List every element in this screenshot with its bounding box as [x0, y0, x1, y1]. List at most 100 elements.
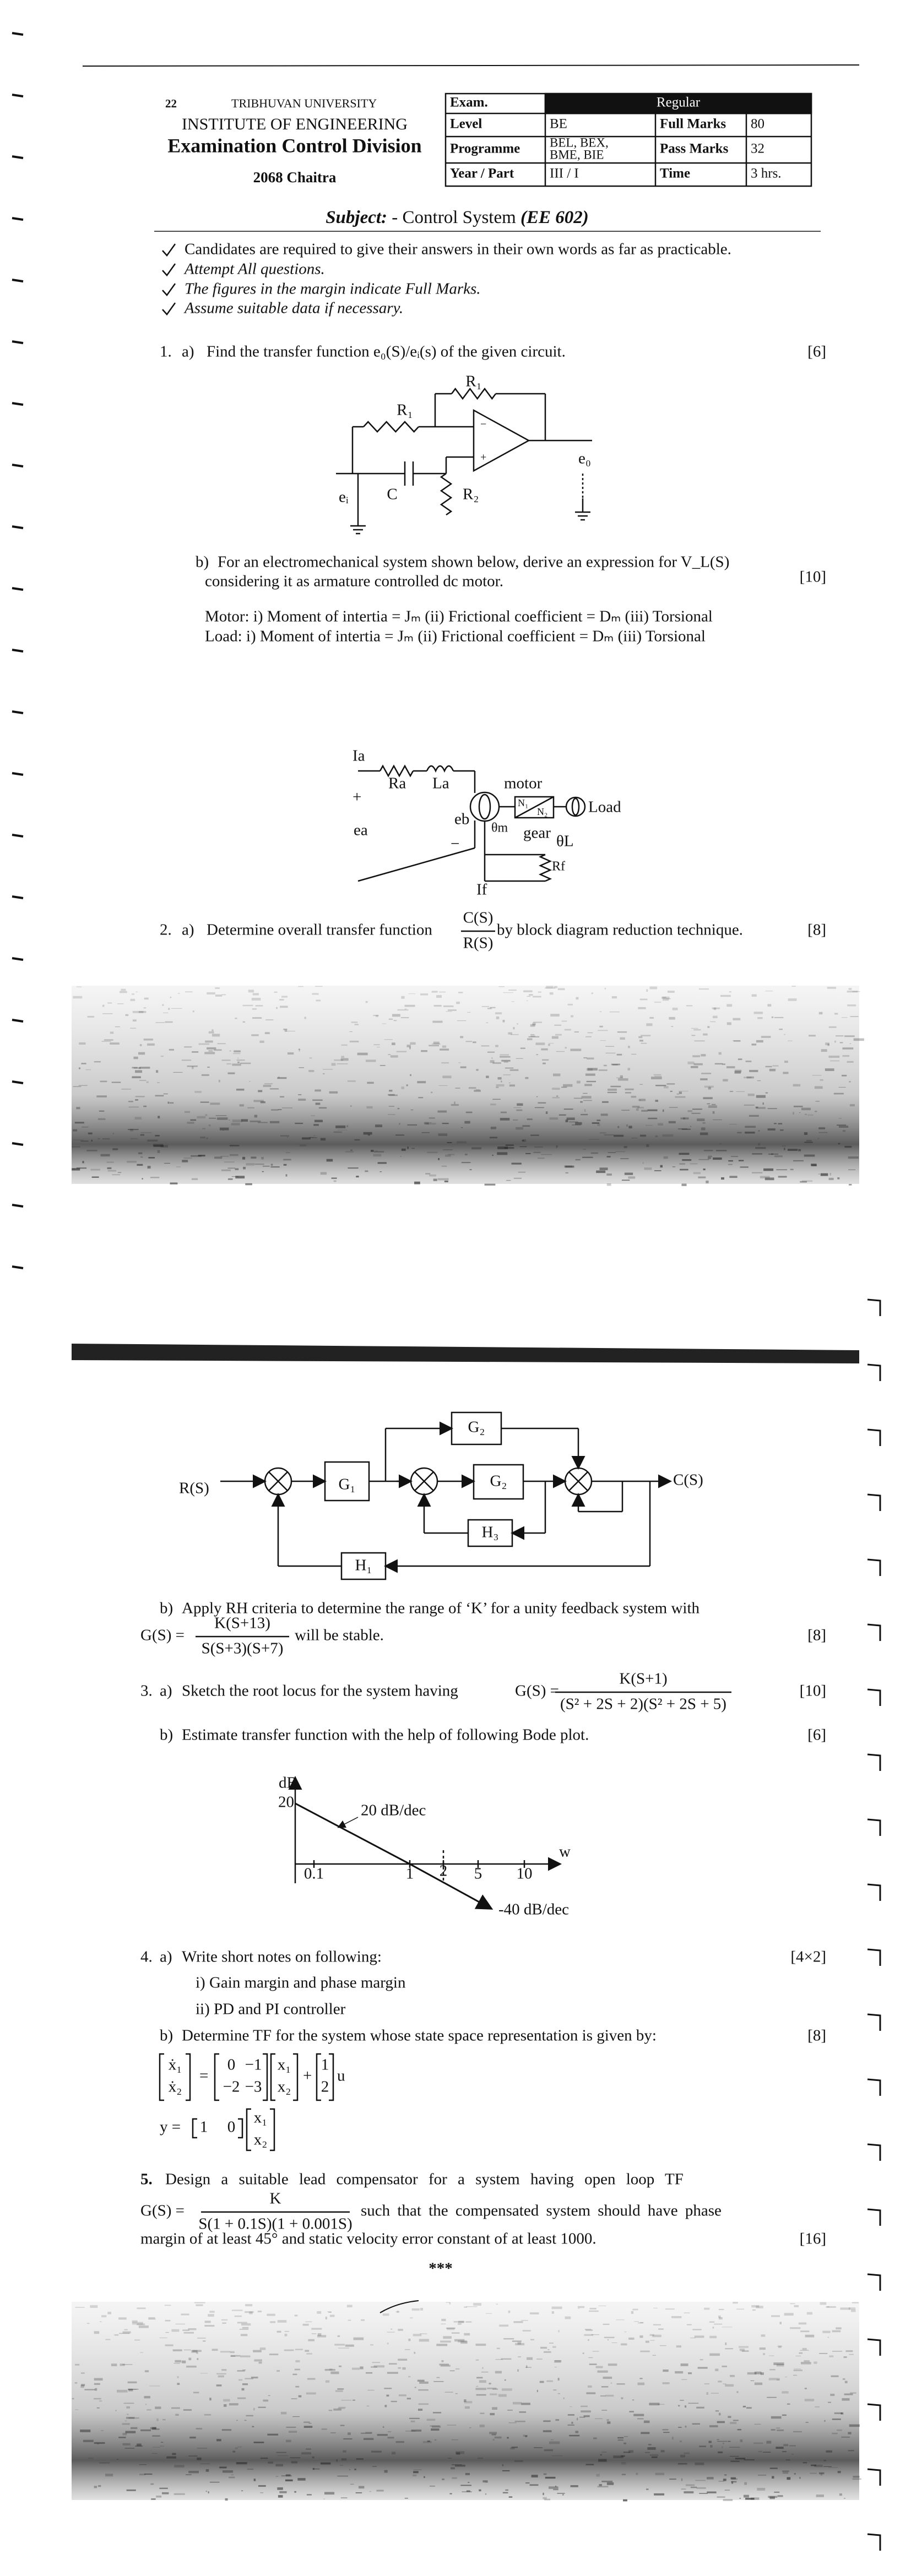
scan-speck [338, 2408, 345, 2409]
scan-speck [767, 1128, 776, 1131]
scan-speck [270, 2321, 276, 2323]
scan-speck [183, 1157, 192, 1159]
bode-tick-label: 10 [517, 1865, 533, 1883]
scan-speck [177, 2383, 180, 2385]
part-label: a) [182, 921, 194, 939]
matrix-bracket [270, 2108, 275, 2151]
scan-speck [712, 1111, 715, 1114]
scan-speck [207, 992, 215, 994]
scan-speck [703, 1097, 713, 1100]
matrix-entry: 1 [321, 2056, 329, 2074]
scan-speck [685, 2425, 687, 2428]
scan-speck [740, 2439, 743, 2442]
scan-speck [132, 993, 135, 995]
scan-speck [511, 1001, 514, 1002]
scan-speck [495, 1045, 498, 1047]
scan-speck [223, 1130, 224, 1131]
scan-speck [443, 1149, 453, 1150]
scan-speck [124, 2329, 128, 2330]
marks: [8] [807, 921, 826, 939]
scan-speck [183, 2409, 192, 2411]
circuit-label: e₀ [578, 450, 591, 468]
scan-speck [655, 1100, 658, 1102]
scan-speck [299, 1144, 307, 1146]
motor-label: Rf [552, 860, 565, 874]
table-cell: 32 [751, 142, 764, 156]
scan-speck [414, 2351, 416, 2354]
scan-speck [841, 2436, 850, 2438]
subject-name: - Control System [387, 208, 520, 227]
scan-speck [127, 2389, 137, 2390]
scan-speck [104, 1039, 113, 1041]
scan-speck [513, 1107, 522, 1108]
scan-speck [527, 2357, 533, 2360]
scan-speck [756, 1107, 766, 1109]
scan-speck [726, 1066, 735, 1068]
scan-speck [771, 2429, 776, 2431]
scan-speck [793, 1084, 801, 1087]
scan-speck [692, 2423, 700, 2425]
scan-speck [575, 1122, 582, 1125]
scan-speck [193, 2392, 199, 2394]
scan-speck [404, 1004, 415, 1007]
scan-speck [94, 2331, 100, 2334]
scan-speck [115, 2410, 117, 2411]
scan-speck [545, 1111, 548, 1114]
scan-speck [365, 1001, 368, 1003]
scan-speck [422, 2441, 432, 2443]
scan-speck [485, 2313, 492, 2314]
scan-speck [267, 2313, 275, 2316]
scan-speck [269, 2354, 279, 2356]
scan-speck [730, 2422, 737, 2425]
load-face [571, 797, 580, 816]
scan-speck [663, 2370, 669, 2372]
scan-speck [561, 1086, 567, 1088]
scan-speck [653, 1074, 661, 1075]
matrix-entry: −2 [223, 2078, 240, 2096]
scan-speck [626, 1124, 628, 1127]
scan-speck [169, 1102, 174, 1104]
scan-speck [257, 2311, 262, 2313]
scan-speck [139, 2474, 146, 2476]
scan-speck [847, 991, 858, 993]
scan-speck [701, 1054, 706, 1057]
scan-speck [499, 2324, 509, 2327]
scan-speck [90, 2305, 98, 2308]
scan-speck [708, 2441, 712, 2443]
scan-speck [212, 1029, 214, 1031]
scan-speck [192, 1051, 199, 1053]
scan-speck [76, 1167, 87, 1169]
scan-speck [371, 2366, 377, 2368]
scan-speck [436, 2377, 440, 2378]
scan-speck [537, 1157, 545, 1159]
scan-speck [606, 2482, 614, 2485]
block-label: G₁ [338, 1476, 355, 1493]
scan-speck [192, 1010, 194, 1013]
scan-speck [717, 2496, 725, 2498]
margin-mark [12, 957, 24, 961]
scan-speck [588, 2357, 593, 2358]
circuit-label: eᵢ [339, 488, 349, 506]
scan-speck [525, 1077, 529, 1079]
scan-speck [641, 1110, 648, 1112]
scan-speck [811, 1164, 817, 1166]
scan-speck [156, 2495, 162, 2498]
scan-speck [464, 2401, 473, 2404]
scan-speck [611, 1063, 620, 1066]
scan-speck [492, 1099, 501, 1100]
scan-speck [278, 1076, 280, 1079]
scan-speck [444, 1180, 448, 1183]
resistor [538, 854, 552, 882]
scan-speck [265, 1019, 274, 1020]
scan-speck [253, 1100, 264, 1102]
scan-speck [402, 2367, 406, 2370]
scan-speck [849, 1081, 851, 1083]
scan-speck [390, 1055, 398, 1058]
scan-speck [554, 1024, 562, 1026]
scan-speck [442, 1075, 452, 1079]
scan-speck [479, 2425, 485, 2427]
scan-speck [433, 1004, 442, 1007]
motor-label: N₂ [537, 806, 547, 817]
scan-speck [411, 1148, 415, 1149]
scan-speck [505, 1144, 514, 1146]
